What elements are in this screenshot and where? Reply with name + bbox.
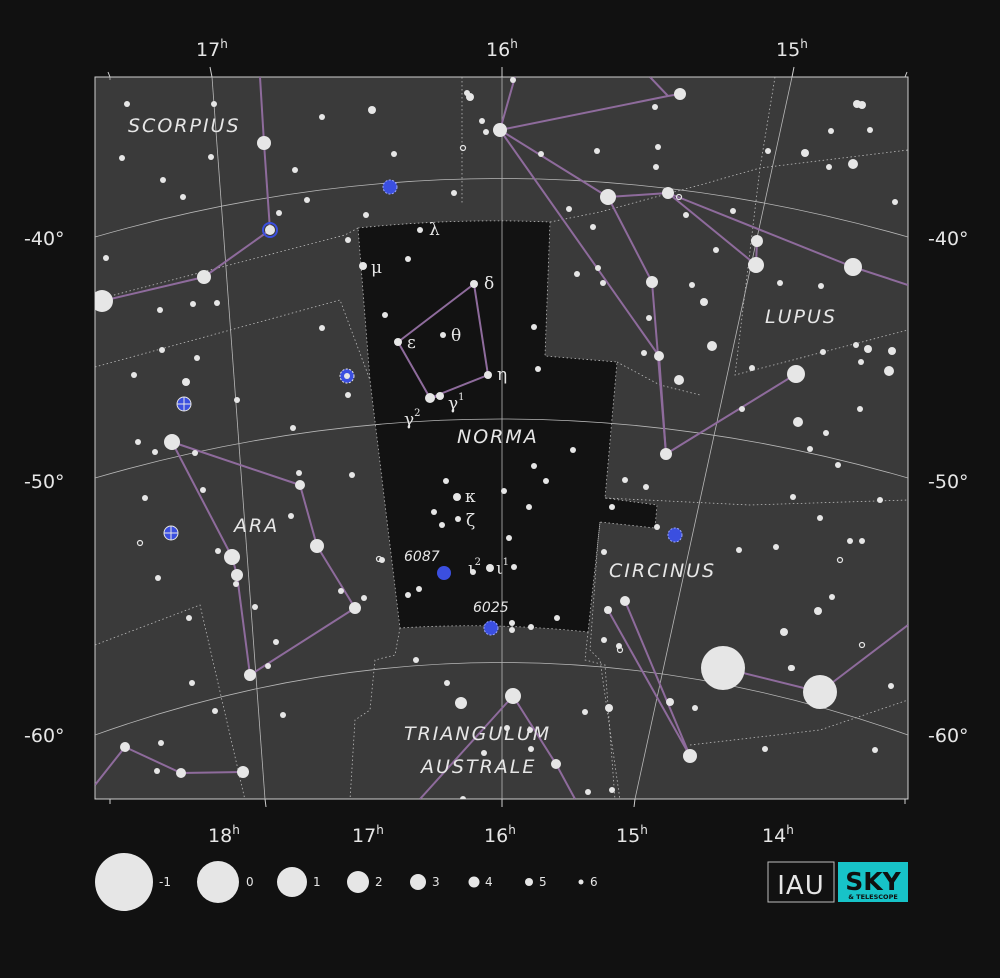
star-label-iota1: ι1 — [496, 557, 509, 579]
star-label-mu: μ — [371, 258, 382, 278]
ra-label-bottom-16: 16h — [484, 823, 516, 847]
ra-label-top-17: 17h — [196, 37, 228, 61]
constellation-label-ara: ARA — [232, 515, 279, 537]
constellation-label-norma: NORMA — [457, 426, 539, 448]
variable-star-markers — [136, 144, 866, 672]
constellation-label-scorpius: SCORPIUS — [128, 115, 241, 137]
mag-label-1: 1 — [313, 875, 321, 889]
border-ticks — [107, 66, 908, 808]
ra-label-top-15: 15h — [776, 37, 808, 61]
cluster-label-ngc6025: 6025 — [473, 600, 509, 616]
dec-label-right-40: -40° — [928, 228, 969, 250]
mag-label-minus1: -1 — [159, 875, 171, 889]
constellation-label-triangulum: TRIANGULUM — [404, 723, 551, 745]
sky-logo-text: SKY — [845, 867, 901, 896]
dec-label-left-50: -50° — [24, 471, 65, 493]
ra-label-bottom-18: 18h — [208, 823, 240, 847]
mag-label-6: 6 — [590, 875, 598, 889]
stars — [95, 77, 898, 799]
constellation-label-lupus: LUPUS — [765, 306, 837, 328]
ra-label-bottom-14: 14h — [762, 823, 794, 847]
constellation-label-australe: AUSTRALE — [419, 756, 536, 778]
dec-label-right-60: -60° — [928, 725, 969, 747]
sky-logo-subtext: & TELESCOPE — [848, 893, 898, 901]
constellation-label-circinus: CIRCINUS — [609, 560, 716, 582]
star-label-theta: θ — [451, 326, 461, 346]
mag-label-3: 3 — [432, 875, 440, 889]
dec-label-right-50: -50° — [928, 471, 969, 493]
star-label-eta: η — [497, 365, 507, 385]
cluster-ngc6087-marker — [437, 566, 451, 580]
star-label-epsilon: ε — [407, 333, 416, 353]
deep-sky-objects — [163, 179, 683, 636]
star-label-zeta: ζ — [466, 511, 475, 531]
star-label-gamma1: γ1 — [448, 392, 465, 414]
mag-label-4: 4 — [485, 875, 493, 889]
coordinate-grid — [95, 77, 908, 799]
star-label-iota2: ι2 — [468, 557, 481, 579]
star-label-gamma2: γ2 — [404, 408, 421, 430]
ra-label-bottom-15: 15h — [616, 823, 648, 847]
constellation-boundaries — [95, 77, 908, 799]
ra-label-top-16: 16h — [486, 37, 518, 61]
cluster-ngc6025-marker — [483, 620, 499, 636]
norma-region — [358, 220, 657, 632]
iau-logo: IAU — [767, 861, 835, 903]
magnitude-legend: -1 0 1 2 3 4 5 6 — [95, 853, 598, 911]
dec-label-left-40: -40° — [24, 228, 65, 250]
mag-label-5: 5 — [539, 875, 547, 889]
mag-label-0: 0 — [246, 875, 254, 889]
star-label-lambda: λ — [429, 220, 440, 240]
sky-telescope-logo: SKY & TELESCOPE — [838, 862, 908, 902]
star-label-kappa: κ — [465, 487, 476, 507]
star-label-delta: δ — [484, 274, 494, 294]
iau-logo-text: IAU — [777, 871, 824, 901]
mag-label-2: 2 — [375, 875, 383, 889]
cluster-label-ngc6087: 6087 — [404, 549, 440, 565]
dec-label-left-60: -60° — [24, 725, 65, 747]
ra-label-bottom-17: 17h — [352, 823, 384, 847]
